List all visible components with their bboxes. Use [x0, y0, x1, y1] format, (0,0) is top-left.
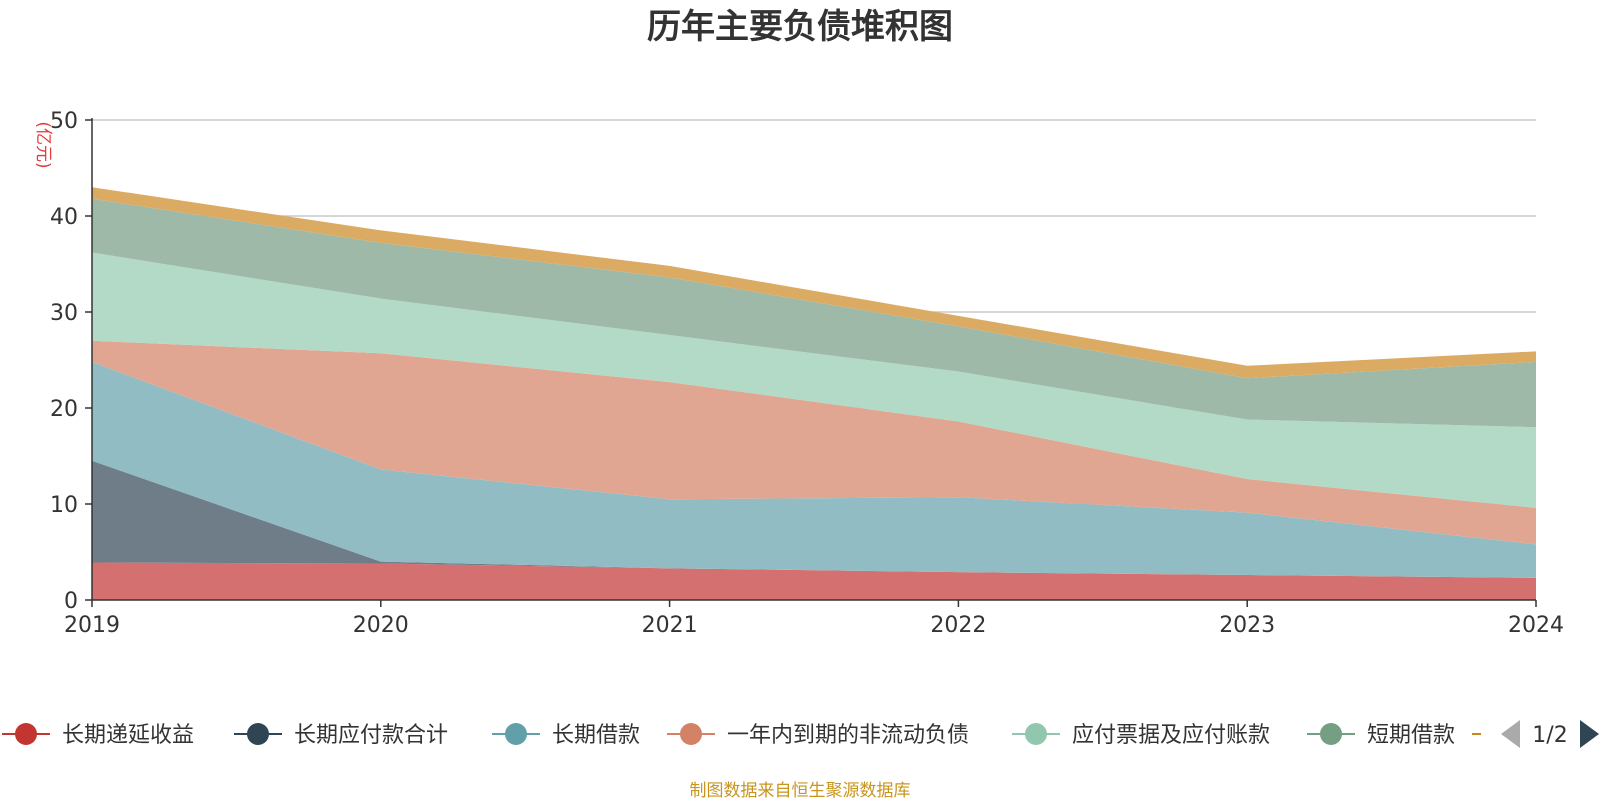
- arrow-left-icon[interactable]: [1501, 720, 1520, 748]
- legend-label: 一年内到期的非流动负债: [727, 723, 969, 748]
- area-series-3[interactable]: [92, 340, 1536, 545]
- legend-label: 短期借款: [1367, 723, 1455, 748]
- area-series-4[interactable]: [92, 252, 1536, 508]
- y-tick-label: 10: [50, 493, 78, 518]
- legend-item[interactable]: 应付票据及应付账款: [1012, 723, 1270, 748]
- legend-label: 应付票据及应付账款: [1072, 723, 1270, 748]
- legend-marker: [680, 723, 702, 745]
- x-tick-label: 2020: [353, 613, 409, 638]
- legend-item[interactable]: 短期借款: [1307, 723, 1455, 748]
- legend-page-indicator: 1/2: [1532, 723, 1567, 748]
- x-tick-label: 2024: [1508, 613, 1564, 638]
- legend-marker: [505, 723, 527, 745]
- legend-item[interactable]: 长期借款: [492, 723, 640, 748]
- legend-marker: [247, 723, 269, 745]
- legend-label: 长期借款: [552, 723, 640, 748]
- x-tick-label: 2021: [642, 613, 698, 638]
- legend-item[interactable]: 长期递延收益: [2, 723, 194, 748]
- legend-marker: [1025, 723, 1047, 745]
- x-tick-label: 2023: [1219, 613, 1275, 638]
- area-series-2[interactable]: [92, 361, 1536, 578]
- y-tick-label: 50: [50, 109, 78, 134]
- data-source-note: 制图数据来自恒生聚源数据库: [690, 781, 911, 800]
- legend-marker: [15, 723, 37, 745]
- area-series-6[interactable]: [92, 187, 1536, 379]
- x-tick-label: 2022: [930, 613, 986, 638]
- area-series-0[interactable]: [92, 562, 1536, 600]
- y-tick-label: 40: [50, 205, 78, 230]
- legend-item[interactable]: 一年内到期的非流动负债: [667, 723, 969, 748]
- arrow-right-icon[interactable]: [1580, 720, 1599, 748]
- y-tick-label: 30: [50, 301, 78, 326]
- legend-label: 长期递延收益: [62, 723, 194, 748]
- x-tick-label: 2019: [64, 613, 120, 638]
- chart-title: 历年主要负债堆积图: [647, 7, 953, 47]
- legend-item[interactable]: 长期应付款合计: [234, 723, 448, 748]
- legend-marker: [1320, 723, 1342, 745]
- area-series-5[interactable]: [92, 198, 1536, 428]
- y-tick-label: 20: [50, 397, 78, 422]
- y-tick-label: 0: [64, 589, 78, 614]
- y-axis-unit: (亿元): [33, 121, 53, 168]
- legend-label: 长期应付款合计: [294, 723, 448, 748]
